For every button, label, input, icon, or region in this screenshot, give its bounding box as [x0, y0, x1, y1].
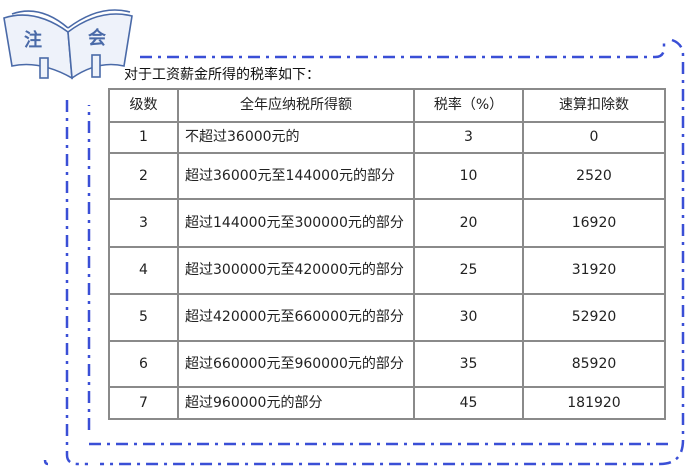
cell-income: 超过144000元至300000元的部分: [177, 198, 415, 248]
cell-income: 超过420000元至660000元的部分: [177, 293, 415, 342]
cell-income: 超过660000元至960000元的部分: [177, 340, 415, 388]
cell-income: 超过960000元的部分: [177, 386, 415, 420]
cell-rate: 10: [413, 152, 524, 200]
cell-rate: 3: [413, 121, 524, 154]
cell-deduction: 0: [522, 121, 666, 154]
cell-income: 不超过36000元的: [177, 121, 415, 154]
open-book-logo: 注 会: [3, 9, 133, 80]
table-header-row: 级数 全年应纳税所得额 税率（%） 速算扣除数: [108, 88, 666, 123]
cell-deduction: 85920: [522, 340, 666, 388]
cell-deduction: 181920: [522, 386, 666, 420]
cell-rate: 25: [413, 246, 524, 295]
table-row: 2 超过36000元至144000元的部分 10 2520: [108, 152, 666, 200]
table-row: 3 超过144000元至300000元的部分 20 16920: [108, 198, 666, 248]
header-rate: 税率（%）: [413, 88, 524, 123]
cell-level: 6: [108, 340, 179, 388]
cell-deduction: 16920: [522, 198, 666, 248]
cell-income: 超过36000元至144000元的部分: [177, 152, 415, 200]
header-income: 全年应纳税所得额: [177, 88, 415, 123]
cell-level: 4: [108, 246, 179, 295]
cell-level: 7: [108, 386, 179, 420]
cell-rate: 20: [413, 198, 524, 248]
tax-rate-table: 级数 全年应纳税所得额 税率（%） 速算扣除数 1 不超过36000元的 3 0 2 超过…: [108, 88, 666, 420]
cell-level: 1: [108, 121, 179, 154]
cell-level: 2: [108, 152, 179, 200]
cell-rate: 35: [413, 340, 524, 388]
cell-deduction: 2520: [522, 152, 666, 200]
cell-deduction: 31920: [522, 246, 666, 295]
table-row: 5 超过420000元至660000元的部分 30 52920: [108, 293, 666, 342]
logo-char-left: 注: [24, 29, 42, 51]
cell-deduction: 52920: [522, 293, 666, 342]
table-row: 4 超过300000元至420000元的部分 25 31920: [108, 246, 666, 295]
table-row: 7 超过960000元的部分 45 181920: [108, 386, 666, 420]
table-row: 1 不超过36000元的 3 0: [108, 121, 666, 154]
cell-level: 5: [108, 293, 179, 342]
cell-rate: 30: [413, 293, 524, 342]
logo-char-right: 会: [88, 27, 106, 49]
intro-text: 对于工资薪金所得的税率如下：: [124, 67, 320, 83]
cell-level: 3: [108, 198, 179, 248]
header-level: 级数: [108, 88, 179, 123]
header-deduction: 速算扣除数: [522, 88, 666, 123]
table-row: 6 超过660000元至960000元的部分 35 85920: [108, 340, 666, 388]
cell-income: 超过300000元至420000元的部分: [177, 246, 415, 295]
cell-rate: 45: [413, 386, 524, 420]
